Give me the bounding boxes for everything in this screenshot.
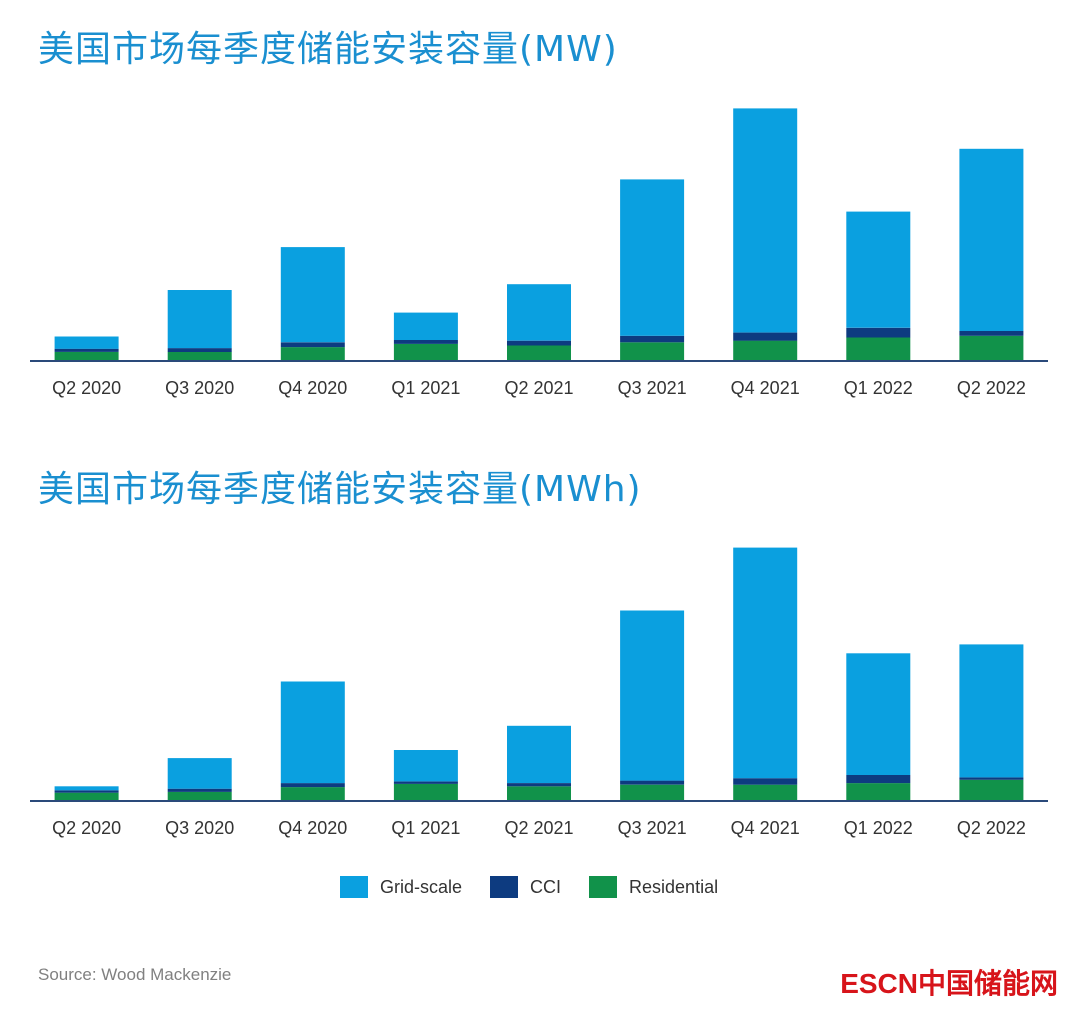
bar-cci-q1-2021	[393, 781, 458, 784]
bar-grid-scale-q2-2021	[507, 284, 571, 341]
source-note: Source: Wood Mackenzie	[38, 965, 232, 984]
legend-label-cci: CCI	[530, 876, 562, 897]
bar-cci-q2-2022	[959, 331, 1024, 336]
bar-grid-scale-q3-2021	[620, 179, 685, 336]
legend-item-grid-scale: Grid-scale	[340, 876, 462, 898]
legend-label-grid-scale: Grid-scale	[380, 876, 463, 897]
bar-grid-scale-q2-2022	[959, 644, 1024, 778]
bar-residential-q2-2020	[54, 351, 119, 360]
bar-grid-scale-q3-2020	[167, 290, 232, 349]
bar-grid-scale-q4-2021	[733, 108, 798, 333]
chart-1-title: 美国市场每季度储能安装容量(MW)	[38, 29, 618, 70]
x-tick-label: Q3 2021	[618, 378, 687, 398]
x-tick-label: Q3 2021	[618, 818, 687, 838]
bar-cci-q1-2021	[393, 340, 458, 344]
bar-grid-scale-q3-2020	[167, 758, 232, 789]
bar-residential-q2-2021	[507, 786, 571, 800]
x-tick-label: Q4 2021	[731, 378, 800, 398]
x-tick-label: Q2 2020	[52, 378, 121, 398]
bar-cci-q3-2021	[620, 780, 685, 785]
bar-cci-q1-2022	[846, 327, 911, 338]
bar-residential-q4-2020	[280, 347, 345, 360]
bar-residential-q2-2020	[54, 792, 119, 800]
bar-grid-scale-q1-2021	[393, 312, 458, 340]
x-tick-label: Q3 2020	[165, 378, 234, 398]
legend-item-residential: Residential	[589, 876, 718, 898]
legend: Grid-scale CCI Residential	[340, 876, 718, 898]
bar-residential-q4-2021	[733, 784, 798, 800]
bar-residential-q2-2022	[959, 335, 1024, 360]
bar-cci-q2-2021	[507, 340, 571, 346]
bar-cci-q4-2020	[280, 342, 345, 348]
x-tick-label: Q4 2021	[731, 818, 800, 838]
x-tick-label: Q1 2022	[844, 378, 913, 398]
chart-2-title: 美国市场每季度储能安装容量(MWh)	[38, 469, 642, 510]
bar-grid-scale-q4-2020	[280, 247, 345, 343]
x-tick-label: Q4 2020	[278, 818, 347, 838]
bar-residential-q2-2022	[959, 779, 1024, 800]
bar-cci-q3-2021	[620, 335, 685, 343]
x-tick-label: Q1 2021	[391, 818, 460, 838]
x-tick-label: Q2 2021	[504, 378, 573, 398]
bar-residential-q4-2020	[280, 787, 345, 800]
bar-residential-q2-2021	[507, 345, 571, 360]
x-tick-label: Q1 2021	[391, 378, 460, 398]
x-tick-label: Q3 2020	[165, 818, 234, 838]
bar-cci-q2-2021	[507, 783, 571, 787]
x-tick-label: Q1 2022	[844, 818, 913, 838]
bar-grid-scale-q2-2020	[54, 786, 119, 791]
bar-residential-q1-2021	[393, 343, 458, 360]
bar-residential-q1-2022	[846, 783, 911, 800]
bar-residential-q1-2021	[393, 783, 458, 800]
bar-grid-scale-q1-2021	[393, 750, 458, 782]
bar-cci-q4-2020	[280, 783, 345, 788]
brand-logo: ESCN中国储能网	[840, 968, 1058, 999]
bar-grid-scale-q2-2022	[959, 148, 1024, 331]
bar-cci-q4-2021	[733, 332, 798, 341]
x-tick-label: Q2 2020	[52, 818, 121, 838]
x-tick-label: Q2 2022	[957, 378, 1026, 398]
x-tick-label: Q2 2022	[957, 818, 1026, 838]
bar-grid-scale-q4-2021	[733, 547, 798, 779]
bar-grid-scale-q1-2022	[846, 653, 911, 775]
bar-cci-q2-2020	[54, 348, 119, 352]
bar-residential-q1-2022	[846, 337, 911, 360]
bar-residential-q3-2021	[620, 342, 685, 360]
bar-cci-q2-2020	[54, 790, 119, 793]
bar-cci-q3-2020	[167, 788, 232, 792]
x-tick-label: Q4 2020	[278, 378, 347, 398]
bar-grid-scale-q2-2020	[54, 336, 119, 349]
bar-cci-q1-2022	[846, 775, 911, 784]
bar-residential-q4-2021	[733, 340, 798, 360]
x-tick-label: Q2 2021	[504, 818, 573, 838]
bar-grid-scale-q1-2022	[846, 211, 911, 328]
legend-swatch-cci	[490, 876, 519, 898]
bar-grid-scale-q4-2020	[280, 681, 345, 784]
bar-residential-q3-2020	[167, 791, 232, 800]
legend-swatch-grid-scale	[340, 876, 368, 898]
bar-grid-scale-q3-2021	[620, 610, 685, 781]
chart-1-mw: Q2 2020 Q3 2020 Q4 2020 Q1 2021 Q2 2021 Q3 20…	[30, 108, 1048, 398]
bar-residential-q3-2021	[620, 784, 685, 800]
legend-label-residential: Residential	[629, 876, 719, 897]
bar-cci-q4-2021	[733, 778, 798, 785]
legend-swatch-residential	[589, 876, 618, 898]
bar-grid-scale-q2-2021	[507, 725, 571, 783]
bar-residential-q3-2020	[167, 351, 232, 360]
chart-2-mwh: Q2 2020 Q3 2020 Q4 2020 Q1 2021 Q2 2021 Q3 20…	[30, 547, 1048, 838]
legend-item-cci: CCI	[490, 876, 561, 898]
bar-cci-q3-2020	[167, 348, 232, 352]
bar-cci-q2-2022	[959, 777, 1024, 780]
